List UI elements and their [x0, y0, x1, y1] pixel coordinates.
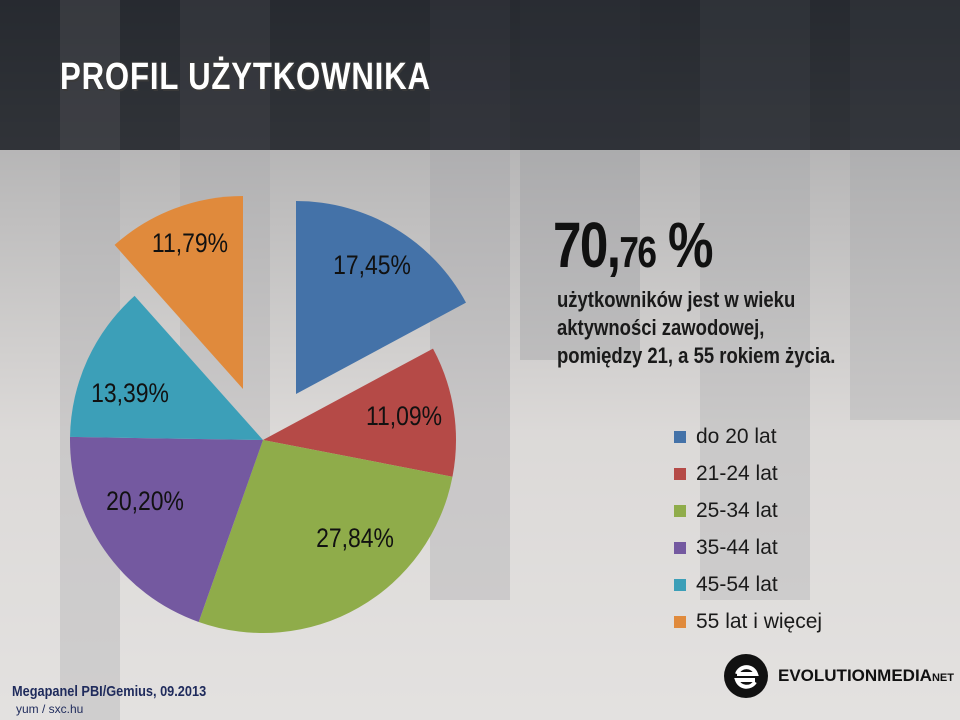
legend-label-1: do 20 lat	[696, 424, 777, 448]
legend-label-2: 21-24 lat	[696, 461, 778, 485]
legend-label-5: 45-54 lat	[696, 572, 778, 596]
description-line-1: użytkowników jest w wieku	[557, 287, 796, 312]
logo-text: EVOLUTIONMEDIANET	[778, 666, 954, 686]
legend-swatch-2	[674, 467, 686, 480]
chart-legend: do 20 lat 21-24 lat 25-34 lat 35-44 lat 45-5…	[674, 418, 822, 640]
legend-swatch-5	[674, 578, 686, 591]
logo-text-suffix: NET	[931, 672, 954, 684]
e-logo-icon	[724, 654, 768, 698]
legend-label-6: 55 lat i więcej	[696, 609, 823, 633]
legend-label-3: 25-34 lat	[696, 498, 778, 522]
pie-slice-1	[296, 201, 466, 394]
slide-title: PROFIL UŻYTKOWNIKA	[60, 56, 431, 98]
photo-credit: yum / sxc.hu	[16, 702, 84, 716]
legend-item-1: do 20 lat	[674, 418, 822, 455]
slice-label-4: 20,20%	[106, 486, 184, 516]
slice-label-1: 17,45%	[333, 250, 411, 280]
source-note: Megapanel PBI/Gemius, 09.2013	[12, 683, 207, 700]
legend-swatch-3	[674, 504, 686, 517]
legend-item-2: 21-24 lat	[674, 455, 822, 492]
pie-slice-5	[70, 295, 263, 440]
company-logo: EVOLUTIONMEDIANET	[722, 652, 954, 700]
legend-swatch-6	[674, 615, 686, 628]
legend-label-4: 35-44 lat	[696, 535, 778, 559]
slice-label-2: 11,09%	[366, 401, 442, 431]
highlight-description: użytkowników jest w wieku aktywności zaw…	[557, 286, 836, 370]
pie-slice-2	[263, 348, 457, 477]
highlight-value-main: 70,	[553, 209, 621, 281]
logo-text-main: EVOLUTIONMEDIA	[778, 666, 932, 685]
highlight-value: 70,76 %	[553, 208, 714, 282]
legend-item-3: 25-34 lat	[674, 492, 822, 529]
slice-label-5: 13,39%	[91, 378, 169, 408]
slice-label-6: 11,79%	[152, 228, 228, 258]
pie-slice-6	[114, 196, 243, 389]
highlight-value-decimals: 76	[619, 228, 657, 277]
legend-item-6: 55 lat i więcej	[674, 603, 822, 640]
pie-slice-3	[198, 440, 453, 633]
description-line-3: pomiędzy 21, a 55 rokiem życia.	[557, 343, 836, 368]
legend-item-5: 45-54 lat	[674, 566, 822, 603]
legend-swatch-1	[674, 430, 686, 443]
pie-slice-4	[69, 436, 263, 622]
legend-item-4: 35-44 lat	[674, 529, 822, 566]
legend-swatch-4	[674, 541, 686, 554]
slice-label-3: 27,84%	[316, 523, 394, 553]
description-line-2: aktywności zawodowej,	[557, 315, 765, 340]
highlight-value-suffix: %	[655, 209, 714, 281]
